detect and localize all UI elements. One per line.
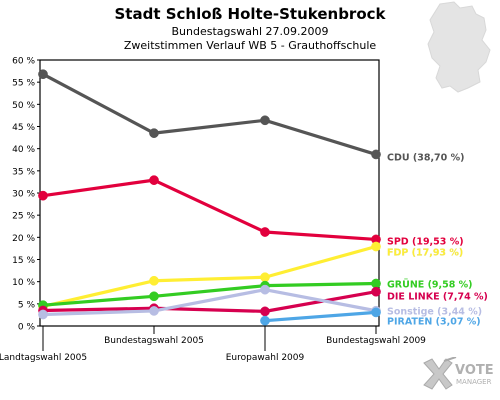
votemanager-logo: VOTE MANAGER bbox=[422, 356, 494, 395]
data-point bbox=[38, 309, 48, 320]
x-tick-label: Bundestagswahl 2009 bbox=[326, 336, 426, 346]
y-tick-label: 50 % bbox=[12, 101, 35, 111]
data-point bbox=[149, 275, 159, 286]
data-point bbox=[260, 284, 270, 295]
data-point bbox=[260, 306, 270, 317]
data-point bbox=[371, 278, 381, 289]
series-label: GRÜNE (9,58 %) bbox=[387, 280, 473, 291]
series-line-grüne bbox=[41, 281, 378, 307]
data-point bbox=[371, 307, 381, 318]
y-tick-label: 5 % bbox=[18, 300, 36, 310]
data-point bbox=[38, 69, 48, 80]
data-point bbox=[260, 227, 270, 237]
data-point bbox=[260, 115, 270, 126]
chart-subtitle-district: Zweitstimmen Verlauf WB 5 - Grauthoffsch… bbox=[123, 39, 377, 52]
logo-manager-text: MANAGER bbox=[456, 378, 492, 386]
logo-vote-text: VOTE bbox=[455, 363, 494, 378]
chart-subtitle-election: Bundestagswahl 27.09.2009 bbox=[171, 25, 329, 38]
series-label: PIRATEN (3,07 %) bbox=[387, 317, 481, 328]
germany-map-icon bbox=[420, 0, 500, 99]
data-point bbox=[371, 241, 381, 252]
data-point bbox=[371, 149, 381, 160]
x-tick-label: Bundestagswahl 2005 bbox=[104, 336, 204, 346]
y-tick-label: 0 % bbox=[18, 323, 36, 333]
y-tick-label: 15 % bbox=[12, 256, 35, 266]
data-point bbox=[260, 272, 270, 283]
series-line-sonstige bbox=[41, 288, 378, 317]
y-tick-label: 60 % bbox=[12, 57, 35, 67]
data-point bbox=[260, 315, 270, 326]
data-point bbox=[149, 291, 159, 302]
data-point bbox=[371, 286, 381, 297]
series-label: DIE LINKE (7,74 %) bbox=[387, 292, 488, 303]
series-line-fdp bbox=[41, 244, 378, 309]
y-tick-label: 45 % bbox=[12, 123, 35, 133]
series-line-piraten bbox=[263, 310, 378, 323]
series-line-spd bbox=[41, 178, 378, 242]
x-tick-label: Landtagswahl 2005 bbox=[0, 353, 87, 363]
series-label: Sonstige (3,44 %) bbox=[387, 307, 482, 318]
y-tick-label: 35 % bbox=[12, 167, 35, 177]
x-tick-label: Europawahl 2009 bbox=[226, 353, 305, 363]
series-label: CDU (38,70 %) bbox=[387, 153, 464, 164]
series-label: SPD (19,53 %) bbox=[387, 237, 464, 248]
data-point bbox=[149, 306, 159, 316]
y-tick-label: 20 % bbox=[12, 234, 35, 244]
votemanager-x-icon bbox=[423, 356, 457, 390]
y-tick-label: 30 % bbox=[12, 190, 35, 200]
y-tick-label: 10 % bbox=[12, 278, 35, 288]
chart-title: Stadt Schloß Holte-Stukenbrock bbox=[114, 5, 386, 23]
data-point bbox=[149, 128, 159, 138]
y-tick-label: 25 % bbox=[12, 212, 35, 222]
series-line-cdu bbox=[41, 72, 378, 157]
y-tick-label: 40 % bbox=[12, 145, 35, 155]
data-point bbox=[149, 175, 159, 185]
data-point bbox=[38, 190, 48, 201]
series-label: FDP (17,93 %) bbox=[387, 248, 463, 259]
y-tick-label: 55 % bbox=[12, 79, 35, 89]
